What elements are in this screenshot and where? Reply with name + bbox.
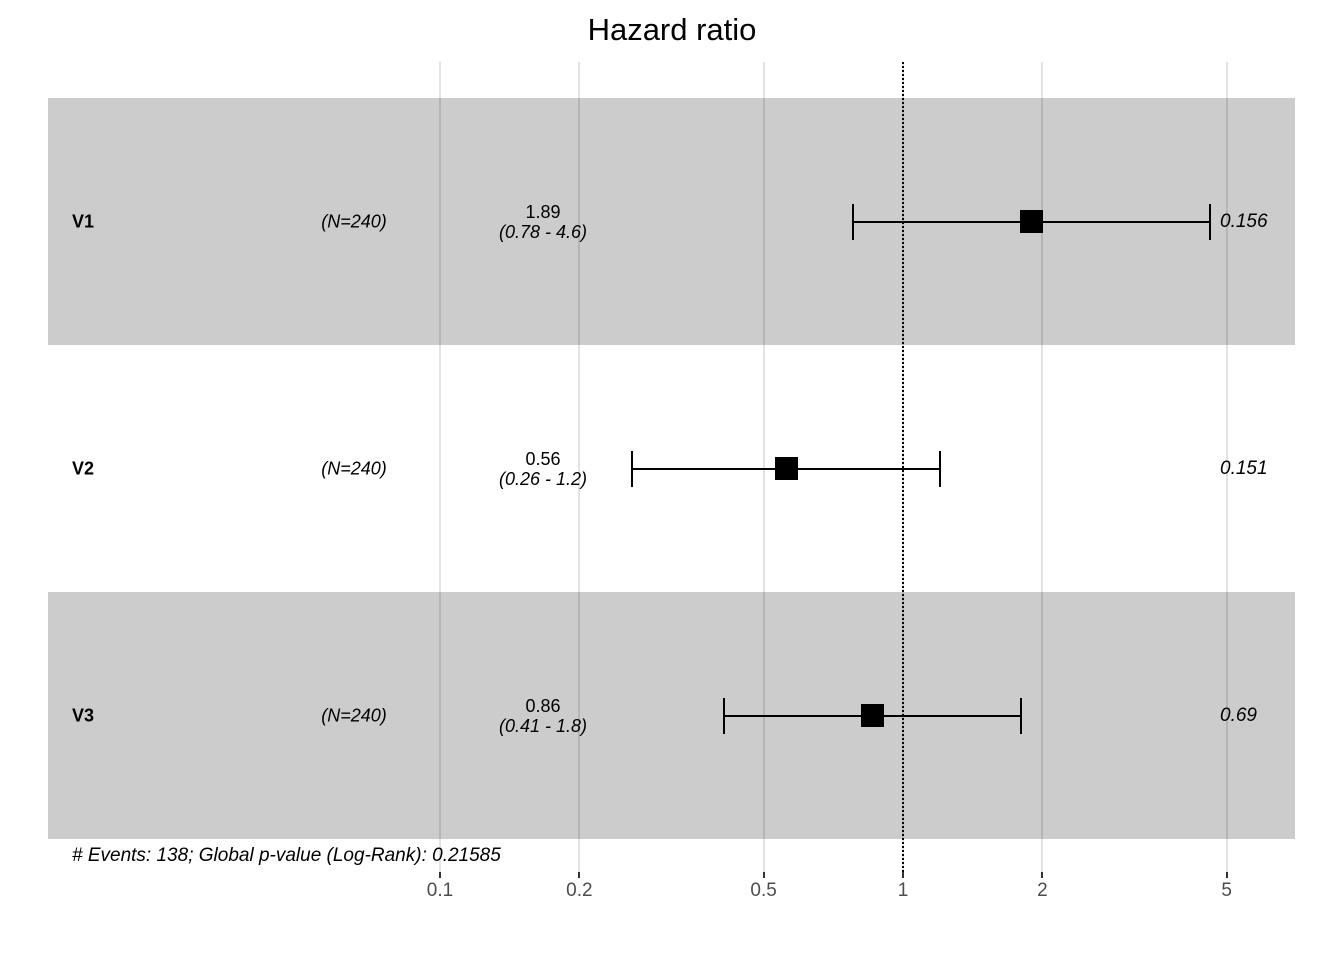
axis-tick-label: 0.1 — [426, 880, 454, 901]
axis-tick-mark — [902, 872, 904, 878]
estimate-marker — [1019, 209, 1043, 233]
axis-tick-mark — [1225, 872, 1228, 878]
row-ci-value: (0.41 - 1.8) — [498, 715, 588, 736]
row-p-value: 0.156 — [1220, 210, 1268, 232]
row-band — [48, 592, 1295, 839]
error-bar-cap-right — [1020, 697, 1023, 734]
axis-tick-mark — [578, 872, 581, 878]
axis-tick-label: 1 — [897, 880, 909, 901]
forest-row-v3: V3 (N=240) 0.86 (0.41 - 1.8) 0.69 — [0, 592, 1344, 839]
row-p-value: 0.69 — [1220, 704, 1257, 726]
error-bar-cap-right — [1208, 203, 1211, 240]
estimate-marker — [861, 703, 885, 727]
axis-tick-label: 5 — [1221, 880, 1232, 901]
axis-tick-mark — [1041, 872, 1044, 878]
reference-line — [902, 62, 904, 872]
error-bar-cap-right — [938, 450, 941, 487]
row-n-label: (N=240) — [321, 211, 387, 231]
gridline — [439, 62, 441, 872]
row-estimate-block: 0.86 (0.41 - 1.8) — [499, 696, 587, 736]
row-ci-value: (0.26 - 1.2) — [498, 468, 588, 489]
gridline — [1041, 62, 1044, 872]
row-estimate-value: 1.89 — [525, 201, 561, 222]
forest-row-v1: V1 (N=240) 1.89 (0.78 - 4.6) 0.156 — [0, 98, 1344, 345]
row-label: V3 — [72, 705, 95, 725]
axis-tick-label: 2 — [1037, 880, 1048, 901]
chart-title: Hazard ratio — [587, 12, 757, 47]
error-bar-cap-left — [631, 450, 634, 487]
row-label: V2 — [72, 458, 95, 478]
error-bar-cap-left — [722, 697, 725, 734]
gridline — [1225, 62, 1228, 872]
forest-row-v2: V2 (N=240) 0.56 (0.26 - 1.2) 0.151 — [0, 345, 1344, 592]
row-n-label: (N=240) — [321, 458, 387, 478]
gridline — [762, 62, 765, 872]
axis-tick-label: 0.2 — [566, 880, 593, 901]
row-estimate-value: 0.86 — [525, 695, 561, 716]
footnote: # Events: 138; Global p-value (Log-Rank)… — [72, 845, 501, 866]
row-p-value: 0.151 — [1220, 457, 1268, 479]
row-estimate-block: 1.89 (0.78 - 4.6) — [499, 202, 587, 242]
estimate-marker — [774, 456, 798, 480]
row-ci-value: (0.78 - 4.6) — [498, 221, 588, 242]
row-estimate-block: 0.56 (0.26 - 1.2) — [499, 449, 587, 489]
gridline — [578, 62, 581, 872]
error-bar-cap-left — [852, 203, 855, 240]
row-n-label: (N=240) — [321, 705, 387, 725]
axis-tick-mark — [762, 872, 765, 878]
axis-tick-label: 0.5 — [750, 880, 777, 901]
row-label: V1 — [72, 211, 95, 231]
axis-tick-mark — [439, 872, 441, 878]
row-estimate-value: 0.56 — [525, 448, 561, 469]
